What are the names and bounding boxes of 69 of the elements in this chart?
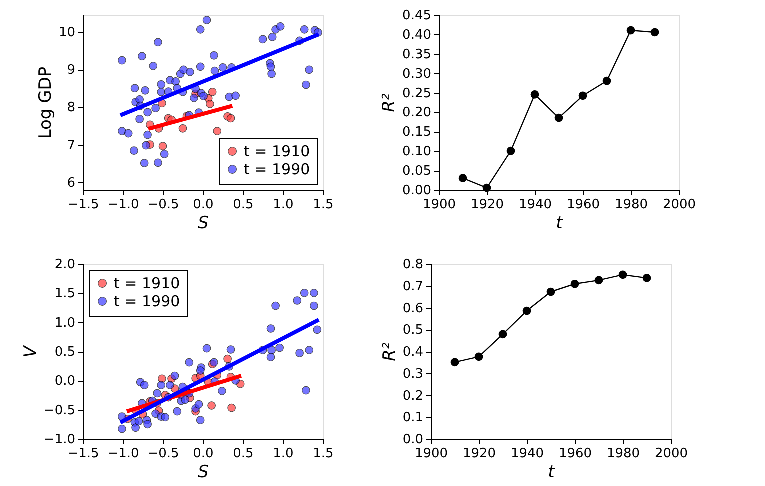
y-tick-label: 1.0 (54, 316, 76, 331)
y-tick-label: 0.40 (402, 28, 432, 43)
x-tick-label: −1.5 (68, 446, 100, 462)
y-tick-label: 10 (58, 25, 76, 40)
x-tick-label: −0.5 (148, 446, 180, 462)
x-tick-label: 1920 (462, 446, 496, 462)
x-axis-title: S (198, 214, 210, 234)
y-tick-label: 0.5 (402, 323, 424, 338)
y-tick-label: 0.6 (402, 301, 424, 316)
x-tick-label: 1960 (558, 446, 592, 462)
y-tick-label: 0.7 (402, 279, 424, 294)
y-axis-title: R² (380, 342, 400, 362)
x-tick-label: −1.5 (68, 198, 100, 212)
x-tick-label: 0.5 (233, 446, 254, 462)
x-tick-label: −1.0 (108, 446, 140, 462)
x-tick-label: 1940 (510, 446, 544, 462)
x-tick-label: 1900 (414, 446, 448, 462)
y-tick-label: 7 (67, 138, 76, 154)
x-tick-label: −0.5 (148, 198, 180, 212)
y-tick-label: 0.05 (402, 164, 432, 180)
legend-label: t = 1990 (244, 160, 310, 178)
y-tick-label: 0.8 (402, 258, 424, 272)
y-tick-label: 0.45 (402, 8, 432, 24)
legend-label: t = 1990 (114, 292, 180, 310)
y-tick-label: 0.0 (402, 432, 424, 448)
x-tick-label: 1980 (614, 198, 648, 212)
x-tick-label: 2000 (654, 446, 688, 462)
y-tick-label: 0.2 (402, 388, 424, 404)
x-tick-label: 1.5 (313, 198, 334, 212)
x-tick-label: 1.0 (273, 198, 294, 212)
y-axis-title: Log GDP (36, 66, 56, 140)
y-tick-label: 2.0 (54, 258, 76, 272)
y-tick-label: 0.4 (402, 345, 424, 360)
x-tick-label: 1960 (566, 198, 600, 212)
y-tick-label: 1.5 (54, 286, 76, 302)
y-tick-label: 6 (67, 176, 76, 191)
x-tick-label: 1980 (606, 446, 640, 462)
y-tick-label: −1.0 (44, 432, 76, 448)
legend-label: t = 1910 (114, 274, 180, 292)
x-tick-label: 1.0 (273, 446, 294, 462)
y-tick-label: 0.0 (54, 374, 76, 390)
y-tick-label: 0.1 (402, 410, 424, 426)
y-tick-label: 0.25 (402, 86, 432, 102)
x-tick-label: −1.0 (108, 198, 140, 212)
x-axis-title: t (556, 214, 564, 234)
y-tick-label: 0.20 (402, 106, 432, 121)
y-tick-label: 0.00 (402, 184, 432, 198)
x-tick-label: 0.5 (233, 198, 254, 212)
x-tick-label: 0.0 (193, 446, 214, 462)
x-tick-label: 0.0 (193, 198, 214, 212)
y-tick-label: 0.15 (402, 125, 432, 140)
x-tick-label: 1920 (470, 198, 504, 212)
x-tick-label: 1900 (422, 198, 456, 212)
y-tick-label: 0.10 (402, 144, 432, 160)
y-tick-label: 0.3 (402, 366, 424, 382)
y-tick-label: −0.5 (44, 403, 76, 418)
y-tick-label: 0.35 (402, 47, 432, 62)
y-tick-label: 0.30 (402, 66, 432, 82)
y-tick-label: 8 (67, 100, 76, 116)
legend-label: t = 1910 (244, 142, 310, 160)
y-axis-title: V (20, 344, 41, 358)
x-axis-title: S (198, 462, 210, 482)
x-axis-title: t (548, 462, 556, 482)
x-tick-label: 1940 (518, 198, 552, 212)
y-axis-title: R² (380, 94, 400, 112)
y-tick-label: 9 (67, 63, 76, 78)
x-tick-label: 1.5 (313, 446, 334, 462)
y-tick-label: 0.5 (54, 345, 76, 360)
x-tick-label: 2000 (662, 198, 696, 212)
